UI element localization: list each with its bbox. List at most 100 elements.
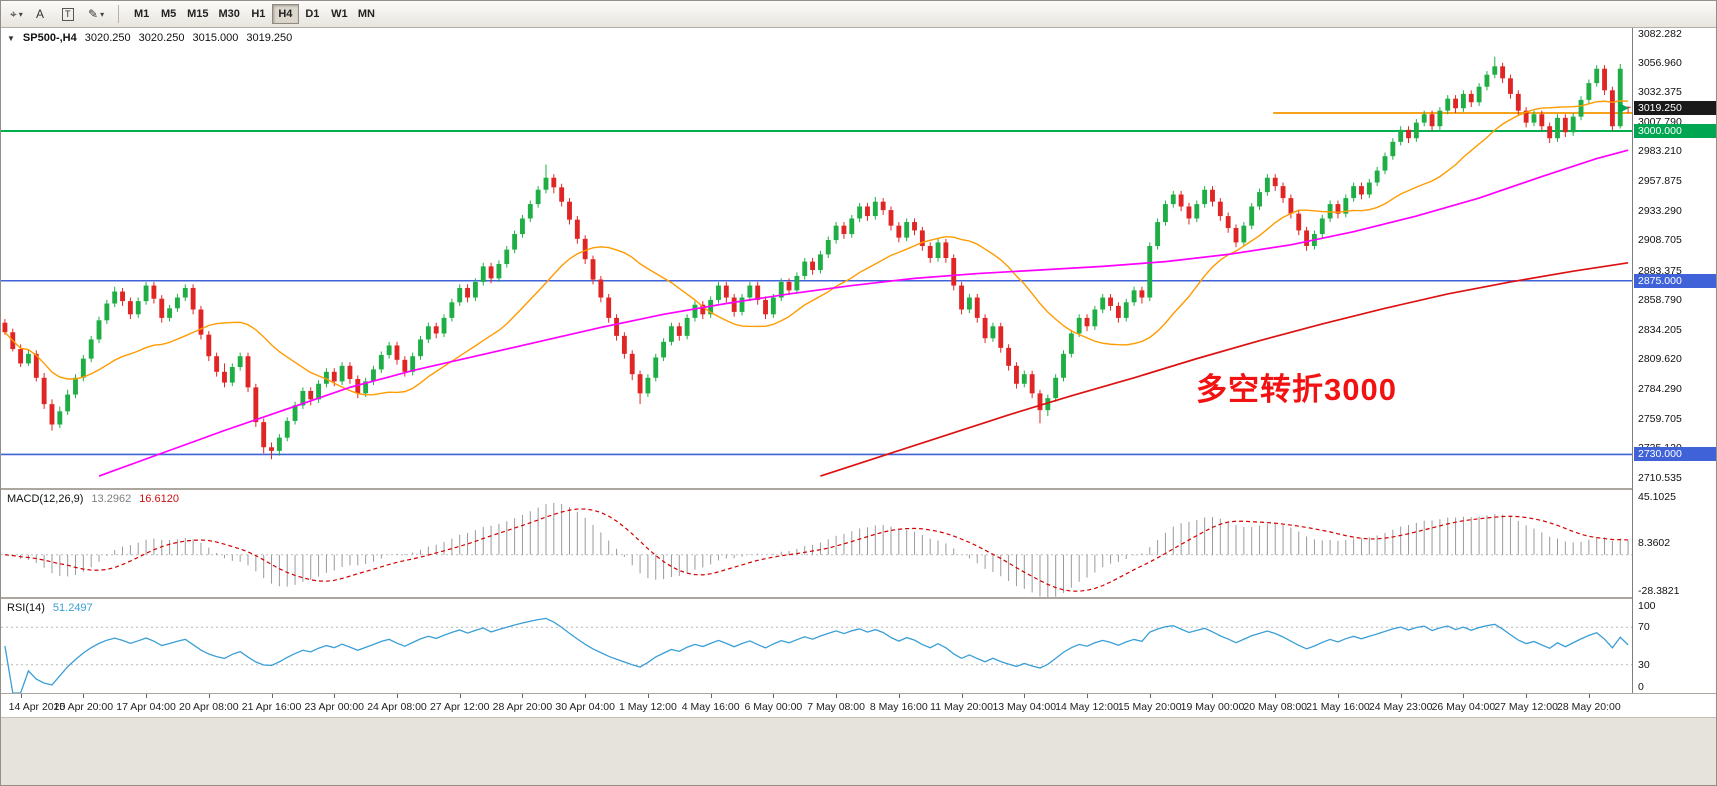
- price-axis-column[interactable]: 3082.282 3056.960 3032.375 3007.790 2983.210…: [1632, 28, 1716, 693]
- time-axis-label: 4 May 16:00: [681, 701, 740, 713]
- pane-separator[interactable]: [1, 597, 1716, 599]
- time-axis-label: 24 Apr 08:00: [367, 701, 427, 713]
- timeframe-button-MN[interactable]: MN: [353, 4, 380, 24]
- time-axis-tick: [208, 694, 210, 698]
- price-axis-label: 2883.375: [1638, 264, 1682, 277]
- price-axis-label: 2759.705: [1638, 412, 1682, 425]
- price-axis-labels: 3082.282 3056.960 3032.375 3007.790 2983.210…: [1633, 28, 1716, 488]
- candles-layer: [2, 56, 1631, 460]
- time-axis-label: 6 May 00:00: [744, 701, 803, 713]
- time-axis-tick: [522, 694, 524, 698]
- time-axis-tick: [459, 694, 461, 698]
- pane-separator: [1, 693, 1716, 694]
- macd-axis-label: 45.1025: [1638, 491, 1676, 503]
- time-axis-tick: [1400, 694, 1402, 698]
- time-axis-tick: [898, 694, 900, 698]
- text-frame-tool-button[interactable]: T: [57, 4, 81, 25]
- toolbar-separator: [118, 5, 120, 23]
- ma-fast-line: [4, 100, 1629, 396]
- price-marker-2875.000: 2875.000: [1634, 273, 1716, 288]
- macd-pane[interactable]: MACD(12,26,9) 13.2962 16.6120: [1, 490, 1632, 597]
- time-axis-tick: [710, 694, 712, 698]
- time-axis-label: 27 May 12:00: [1494, 701, 1558, 713]
- price-axis-label: 2983.210: [1638, 145, 1682, 158]
- price-axis-label: 2957.875: [1638, 175, 1682, 188]
- timeframe-button-W1[interactable]: W1: [326, 4, 353, 24]
- time-axis-label: 15 May 20:00: [1117, 701, 1182, 713]
- price-axis-label: 2933.290: [1638, 204, 1682, 217]
- pane-separator[interactable]: [1, 488, 1716, 490]
- drawing-tools-group: ⌖ ▾ A T ✎ ▾: [5, 4, 109, 25]
- time-axis-tick: [146, 694, 148, 698]
- text-label-tool-button[interactable]: A: [31, 4, 55, 25]
- rsi-chart-svg[interactable]: [1, 599, 1632, 693]
- macd-axis-label: -28.3821: [1638, 585, 1680, 597]
- price-axis-label: 3056.960: [1638, 56, 1682, 69]
- time-axis-tick: [1024, 694, 1026, 698]
- time-axis-label: 20 Apr 08:00: [179, 701, 239, 713]
- macd-signal-line: [4, 508, 1629, 592]
- timeframe-button-H1[interactable]: H1: [245, 4, 272, 24]
- chart-annotation-text[interactable]: 多空转折3000: [1196, 372, 1397, 407]
- time-axis-label: 1 May 12:00: [619, 701, 677, 713]
- time-axis-tick: [1588, 694, 1590, 698]
- toolbar: ⌖ ▾ A T ✎ ▾ M1 M5 M15 M30 H1 H4 D1 W1 MN: [1, 1, 1716, 28]
- price-axis-label: 3032.375: [1638, 86, 1682, 99]
- price-chart-svg[interactable]: [1, 28, 1632, 488]
- timeframe-button-M15[interactable]: M15: [182, 4, 213, 24]
- time-axis-label: 30 Apr 04:00: [555, 701, 615, 713]
- price-axis-label: 2784.290: [1638, 383, 1682, 396]
- price-axis-label: 2710.535: [1638, 471, 1682, 484]
- time-axis-tick: [1337, 694, 1339, 698]
- rsi-axis-label: 0: [1638, 681, 1644, 693]
- timeframe-buttons-group: M1 M5 M15 M30 H1 H4 D1 W1 MN: [128, 4, 380, 24]
- timeframe-button-H4[interactable]: H4: [271, 4, 299, 24]
- time-axis-tick: [83, 694, 85, 698]
- macd-chart-svg[interactable]: [1, 490, 1632, 597]
- shapes-icon: ✎: [88, 7, 99, 21]
- time-axis[interactable]: 14 Apr 2020 15 Apr 20:00 17 Apr 04:00 20 Ap…: [1, 694, 1716, 717]
- time-axis-tick: [20, 694, 22, 698]
- rsi-pane[interactable]: RSI(14) 51.2497: [1, 599, 1632, 693]
- time-axis-label: 19 May 00:00: [1180, 701, 1245, 713]
- time-axis-label: 26 May 04:00: [1431, 701, 1496, 713]
- dropdown-arrow-icon: ▾: [100, 9, 105, 19]
- time-axis-label: 17 Apr 04:00: [116, 701, 176, 713]
- time-axis-label: 28 Apr 20:00: [492, 701, 553, 713]
- timeframe-button-M5[interactable]: M5: [155, 4, 182, 24]
- price-pane[interactable]: ▼ SP500-,H4 3020.250 3020.250 3015.000 3…: [1, 28, 1632, 488]
- time-axis-label: 28 May 20:00: [1557, 701, 1621, 713]
- time-axis-label: 20 May 08:00: [1243, 701, 1308, 713]
- time-axis-label: 23 Apr 00:00: [304, 701, 365, 713]
- text-label-icon: A: [36, 7, 45, 21]
- current-price-arrow-icon: [1619, 102, 1629, 113]
- timeframe-button-D1[interactable]: D1: [299, 4, 326, 24]
- macd-axis-label: 8.3602: [1638, 536, 1671, 549]
- rsi-axis-labels: 100 70 30 0: [1633, 599, 1716, 693]
- cursor-tool-button[interactable]: ⌖ ▾: [5, 4, 29, 25]
- dropdown-arrow-icon: ▾: [18, 9, 23, 19]
- price-axis-label: 2809.620: [1638, 353, 1682, 366]
- time-axis-tick: [334, 694, 336, 698]
- time-axis-label: 8 May 16:00: [869, 701, 928, 713]
- price-marker-3000.000: 3000.000: [1634, 124, 1716, 139]
- timeframe-button-M30[interactable]: M30: [213, 4, 244, 24]
- shapes-tool-button[interactable]: ✎ ▾: [83, 4, 109, 25]
- time-axis-tick: [396, 694, 398, 698]
- rsi-axis-label: 30: [1638, 658, 1650, 671]
- time-axis-label: 13 May 04:00: [992, 701, 1057, 713]
- price-axis-label: 2834.205: [1638, 323, 1682, 336]
- time-axis-tick: [1087, 694, 1089, 698]
- time-axis-label: 21 May 16:00: [1306, 701, 1370, 713]
- time-axis-label: 21 Apr 16:00: [241, 701, 302, 713]
- time-axis-tick: [1275, 694, 1277, 698]
- time-axis-tick: [647, 694, 649, 698]
- time-axis-tick: [271, 694, 273, 698]
- time-axis-label: 7 May 08:00: [807, 701, 865, 713]
- cursor-icon: ⌖: [10, 7, 17, 21]
- rsi-axis-label: 70: [1638, 621, 1650, 634]
- window-bottom-area: [1, 717, 1716, 785]
- timeframe-button-M1[interactable]: M1: [128, 4, 155, 24]
- time-axis-tick: [1526, 694, 1528, 698]
